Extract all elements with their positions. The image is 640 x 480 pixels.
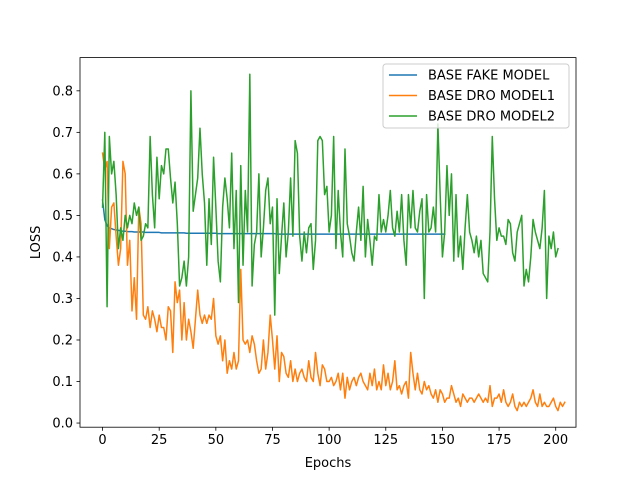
y-tick-label: 0.4: [52, 250, 73, 265]
x-tick-label: 125: [373, 433, 398, 448]
x-tick-label: 75: [264, 433, 281, 448]
y-axis-label: LOSS: [29, 226, 44, 260]
x-tick-label: 100: [317, 433, 342, 448]
legend-label: BASE DRO MODEL1: [428, 89, 555, 104]
legend-label: BASE DRO MODEL2: [428, 110, 555, 125]
x-tick-label: 150: [430, 433, 455, 448]
legend-box: [382, 63, 570, 129]
y-tick-label: 0.2: [52, 333, 73, 348]
series-line-base-dro-model1: [101, 152, 566, 412]
legend: BASE FAKE MODEL BASE DRO MODEL1 BASE DRO M…: [382, 63, 570, 129]
y-tick-label: 0.3: [52, 292, 73, 307]
x-tick-label: 200: [543, 433, 568, 448]
plot-frame: [79, 57, 577, 428]
plot-lines: [101, 73, 566, 412]
x-axis-label: Epochs: [305, 456, 352, 471]
y-tick-label: 0.0: [52, 417, 73, 432]
x-tick-label: 25: [151, 433, 168, 448]
y-tick-label: 0.6: [52, 167, 73, 182]
x-tick-label: 50: [208, 433, 225, 448]
series-line-base-dro-model2: [101, 73, 559, 316]
x-tick-label: 0: [98, 433, 106, 448]
y-tick-label: 0.8: [52, 84, 73, 99]
y-axis: 0.0 0.1 0.2 0.3 0.4 0.5 0.6 0.7 0.8: [52, 84, 80, 432]
x-tick-label: 175: [487, 433, 512, 448]
x-axis: 0 25 50 75 100 125 150 175 200: [98, 427, 568, 448]
y-tick-label: 0.5: [52, 209, 73, 224]
y-tick-label: 0.7: [52, 126, 73, 141]
y-tick-label: 0.1: [52, 375, 73, 390]
legend-label: BASE FAKE MODEL: [428, 69, 550, 84]
